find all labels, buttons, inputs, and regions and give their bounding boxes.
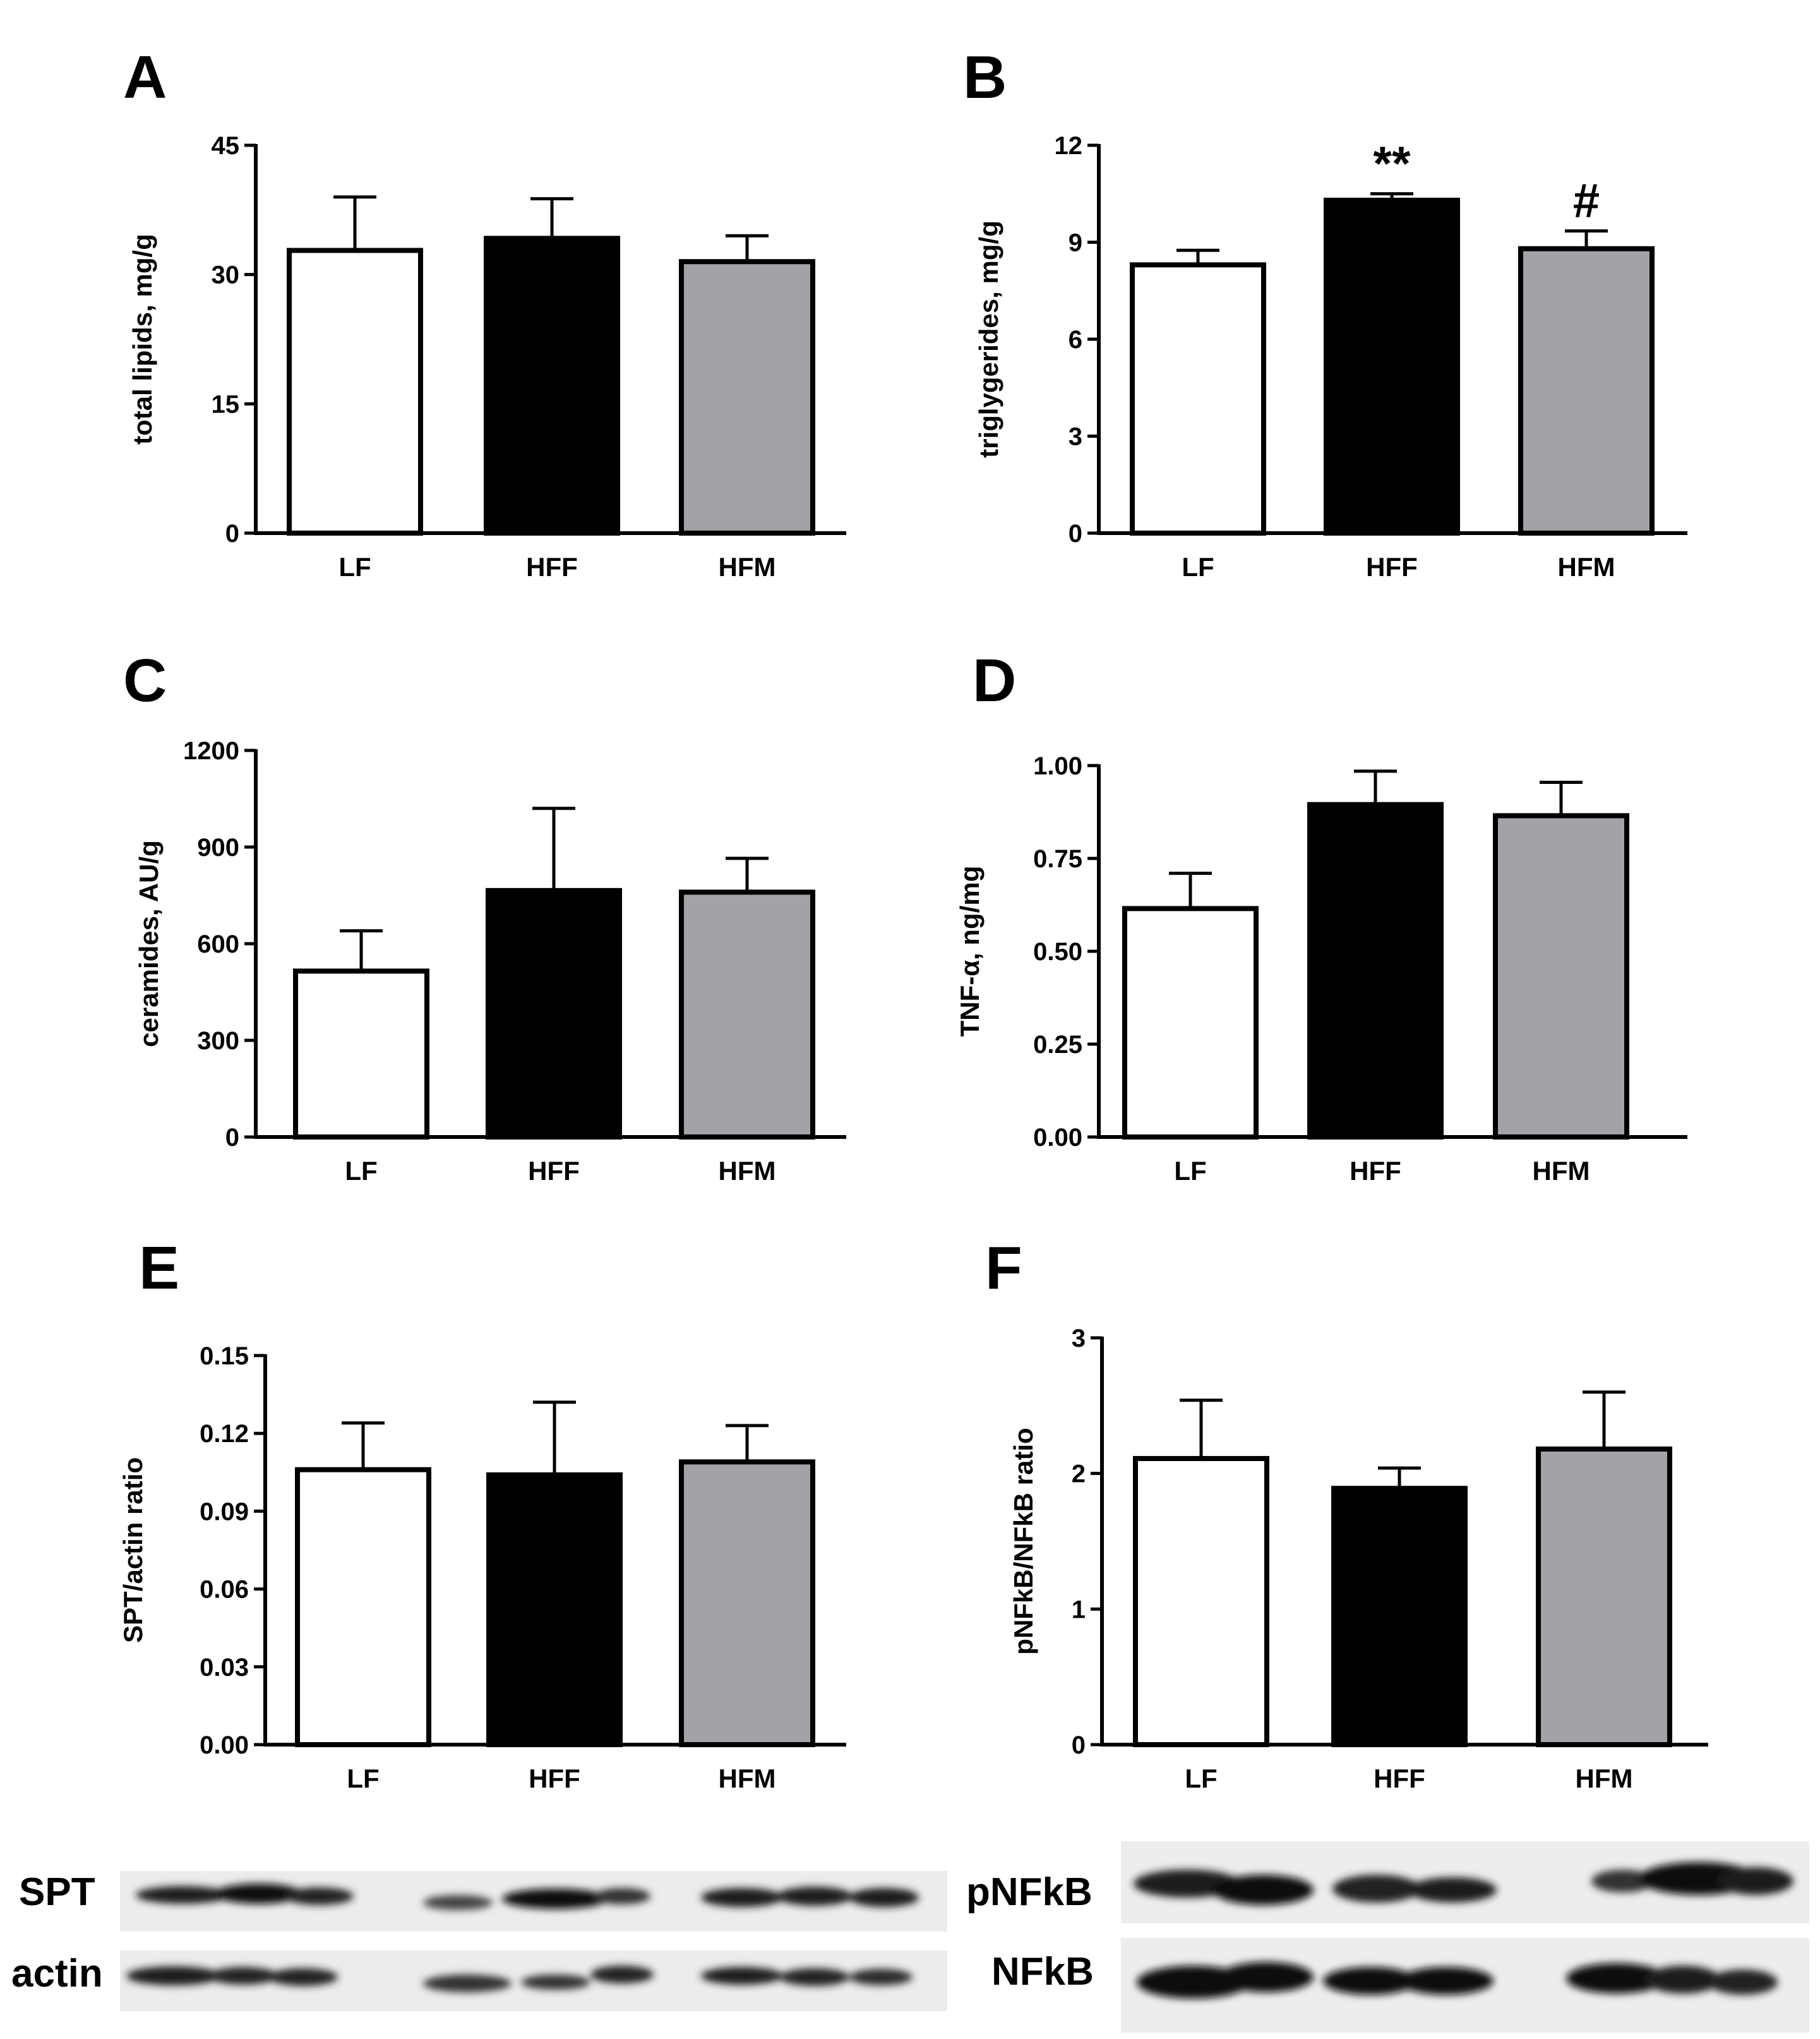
panel-e-ytick-label: 0.15 bbox=[200, 1342, 249, 1370]
panel-b-ytick-label: 12 bbox=[1055, 132, 1083, 160]
panel-c-letter: C bbox=[123, 647, 167, 714]
panel-a-letter: A bbox=[123, 44, 167, 111]
panel-b-ylabel: triglygerides, mg/g bbox=[974, 220, 1003, 458]
panel-d-ytick-label: 0.75 bbox=[1033, 845, 1082, 873]
blot-bands-actin bbox=[126, 1966, 913, 1992]
blot-left: SPT actin bbox=[11, 1870, 947, 2011]
panel-e-ytick-label: 0.03 bbox=[200, 1654, 249, 1681]
panel-f-ytick-label: 0 bbox=[1072, 1731, 1086, 1759]
panel-f-bar-lf bbox=[1133, 1456, 1269, 1747]
panel-f-category-label: HFF bbox=[1374, 1764, 1425, 1793]
panel-c-category-label: HFF bbox=[528, 1156, 580, 1186]
panel-a-ylabel: total lipids, mg/g bbox=[128, 234, 157, 445]
panel-f-ytick-label: 3 bbox=[1072, 1325, 1086, 1352]
panel-c-ytick-label: 300 bbox=[197, 1027, 239, 1055]
panel-c-bar-lf bbox=[293, 968, 429, 1140]
panel-e-ytick-label: 0.12 bbox=[200, 1420, 249, 1448]
panel-f-letter: F bbox=[985, 1234, 1022, 1302]
panel-b-significance-hff: ** bbox=[1373, 137, 1411, 191]
panel-c-category-label: LF bbox=[345, 1156, 377, 1186]
panel-d-category-label: HFM bbox=[1533, 1156, 1590, 1186]
panel-d-category-label: LF bbox=[1174, 1156, 1206, 1186]
blot-label-pnfkb: pNFkB bbox=[966, 1870, 1093, 1914]
panel-A: A LF HFF HFM 0 15 30 45 total lipids, mg/g bbox=[123, 44, 846, 582]
panel-F: F LF HFF HFM 0 1 2 3 pNFkB/NFkB ratio bbox=[985, 1234, 1708, 1793]
panel-c-ytick-label: 600 bbox=[197, 930, 239, 958]
panel-a-category-label: HFM bbox=[719, 552, 776, 582]
blot-bands-nfkb bbox=[1137, 1962, 1778, 1999]
panel-f-ytick-label: 2 bbox=[1072, 1460, 1086, 1488]
panel-a-category-label: HFF bbox=[526, 552, 578, 582]
panel-d-ytick-label: 1.00 bbox=[1033, 752, 1082, 780]
panel-d-bar-hff bbox=[1307, 802, 1444, 1140]
panel-a-ytick-label: 30 bbox=[212, 262, 240, 289]
panel-c-bar-hff bbox=[486, 887, 622, 1140]
panel-e-category-label: HFM bbox=[719, 1764, 776, 1793]
panel-b-category-label: HFM bbox=[1558, 552, 1615, 582]
panel-a-bar-hfm bbox=[679, 259, 815, 536]
panel-b-letter: B bbox=[963, 44, 1007, 111]
panel-e-bar-lf bbox=[295, 1467, 431, 1748]
panel-b-bar-hff bbox=[1324, 197, 1460, 536]
panel-a-ytick-label: 45 bbox=[212, 132, 240, 160]
panel-e-letter: E bbox=[139, 1234, 179, 1302]
panel-e-ylabel: SPT/actin ratio bbox=[118, 1457, 148, 1643]
panel-d-ytick-label: 0.00 bbox=[1033, 1124, 1082, 1152]
panel-c-ytick-label: 900 bbox=[197, 834, 239, 862]
panel-d-bar-lf bbox=[1122, 906, 1259, 1140]
panel-c-ylabel: ceramides, AU/g bbox=[134, 840, 164, 1047]
panel-f-ytick-label: 1 bbox=[1072, 1596, 1086, 1623]
panel-C: C LF HFF HFM 0 300 600 900 1200 ceramides, AU/g bbox=[123, 647, 846, 1186]
panel-f-bar-hff bbox=[1331, 1486, 1468, 1748]
panel-B: B LF HFF ** HFM #0 3 6 9 12 triglygerides, mg/g bbox=[963, 44, 1687, 582]
panel-f-category-label: HFM bbox=[1576, 1764, 1633, 1793]
panel-c-bar-hfm bbox=[679, 889, 815, 1140]
panel-d-category-label: HFF bbox=[1350, 1156, 1401, 1186]
panel-b-category-label: LF bbox=[1182, 552, 1214, 582]
blot-label-actin: actin bbox=[11, 1952, 103, 1995]
panel-d-ytick-label: 0.50 bbox=[1033, 938, 1082, 966]
panel-f-category-label: LF bbox=[1185, 1764, 1217, 1793]
panel-d-letter: D bbox=[973, 647, 1016, 714]
panel-a-ytick-label: 15 bbox=[212, 390, 240, 418]
panel-d-ylabel: TNF-α, ng/mg bbox=[955, 866, 985, 1037]
panel-e-bar-hfm bbox=[679, 1459, 815, 1747]
panel-b-ytick-label: 9 bbox=[1069, 229, 1082, 257]
panel-E: E LF HFF HFM 0.00 0.03 0.06 0.09 0.12 0.15 SPT/act… bbox=[118, 1234, 846, 1793]
panel-b-bar-lf bbox=[1130, 262, 1266, 536]
panel-e-ytick-label: 0.09 bbox=[200, 1498, 249, 1525]
panel-b-category-label: HFF bbox=[1366, 552, 1418, 582]
panel-a-ytick-label: 0 bbox=[225, 520, 239, 548]
panel-e-category-label: HFF bbox=[529, 1764, 580, 1793]
panel-d-bar-hfm bbox=[1493, 813, 1629, 1140]
panel-c-ytick-label: 1200 bbox=[183, 737, 239, 765]
panel-e-ytick-label: 0.00 bbox=[200, 1731, 249, 1759]
panel-c-category-label: HFM bbox=[719, 1156, 776, 1186]
panel-f-ylabel: pNFkB/NFkB ratio bbox=[1009, 1428, 1038, 1654]
panel-b-ytick-label: 0 bbox=[1069, 520, 1082, 548]
panel-D: D LF HFF HFM 0.00 0.25 0.50 0.75 1.00 TNF-α, ng/m… bbox=[955, 647, 1687, 1186]
panel-b-ytick-label: 3 bbox=[1069, 423, 1082, 451]
panel-a-category-label: LF bbox=[338, 552, 371, 582]
panel-f-bar-hfm bbox=[1536, 1447, 1672, 1747]
panel-b-significance-hfm: # bbox=[1573, 174, 1600, 228]
panel-c-ytick-label: 0 bbox=[225, 1124, 239, 1152]
panel-e-bar-hff bbox=[486, 1472, 623, 1748]
blot-label-nfkb: NFkB bbox=[991, 1950, 1094, 1994]
blot-label-spt: SPT bbox=[19, 1870, 95, 1914]
blot-right: pNFkB NFkB bbox=[966, 1841, 1809, 2033]
blot-bands-pnfkb bbox=[1134, 1862, 1793, 1905]
panel-b-bar-hfm bbox=[1518, 246, 1655, 536]
blot-bands-spt bbox=[136, 1884, 919, 1910]
panel-a-bar-hff bbox=[484, 236, 620, 536]
panel-a-bar-lf bbox=[287, 248, 423, 536]
panel-e-ytick-label: 0.06 bbox=[200, 1576, 249, 1604]
panel-d-ytick-label: 0.25 bbox=[1033, 1031, 1082, 1059]
panel-e-category-label: LF bbox=[347, 1764, 379, 1793]
panel-b-ytick-label: 6 bbox=[1069, 326, 1082, 354]
